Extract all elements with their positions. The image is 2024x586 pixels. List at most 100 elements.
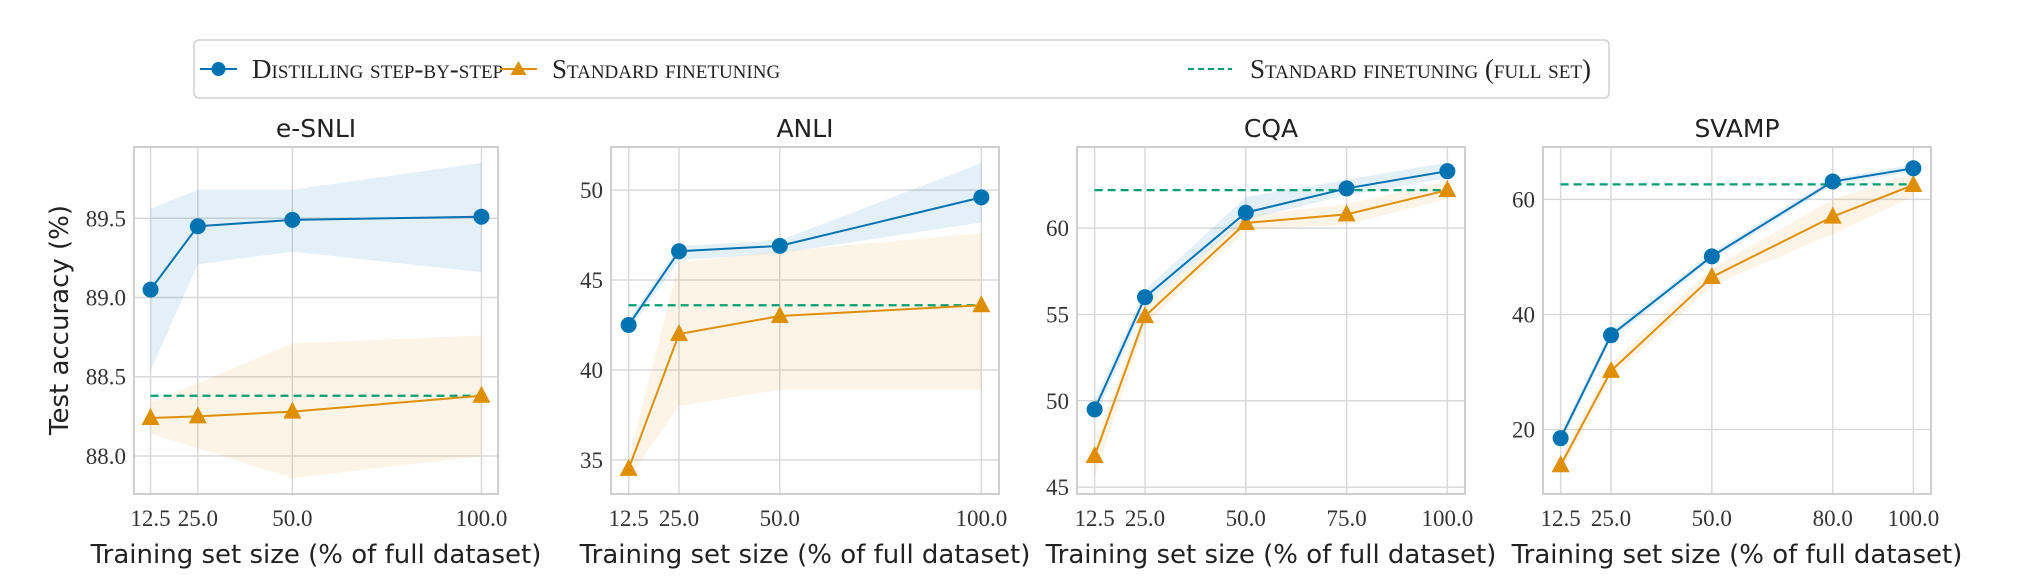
panel-title: e-SNLI: [276, 114, 356, 143]
y-axis-label: Test accuracy (%): [45, 205, 75, 436]
x-tick-label: 25.0: [178, 506, 218, 531]
data-point-triangle: [972, 295, 991, 313]
x-tick-label: 50.0: [1692, 506, 1732, 531]
x-tick-label: 50.0: [1226, 506, 1266, 531]
legend-marker-triangle: [510, 61, 527, 75]
x-tick-label: 50.0: [272, 506, 312, 531]
data-point-circle: [1603, 327, 1620, 344]
data-point-triangle: [1236, 212, 1255, 230]
data-point-triangle: [1551, 455, 1570, 473]
axes-frame: [1542, 146, 1932, 495]
y-tick-label: 60: [1512, 187, 1535, 212]
y-tick-label: 89.5: [86, 206, 126, 231]
series-line: [627, 304, 982, 470]
x-tick-label: 100.0: [456, 506, 508, 531]
legend-label-standard: Standard finetuning: [552, 54, 780, 84]
x-tick-label: 25.0: [1125, 506, 1165, 531]
data-point-circle: [1905, 160, 1922, 177]
confidence-band: [628, 233, 982, 478]
series-line: [627, 196, 982, 326]
data-point-triangle: [472, 385, 491, 403]
x-tick-label: 12.5: [1541, 506, 1581, 531]
plot-area: [1543, 147, 1931, 494]
data-point-triangle: [1337, 204, 1356, 222]
series-line: [150, 394, 482, 419]
data-point-triangle: [1702, 267, 1721, 285]
x-tick-label: 25.0: [1591, 506, 1631, 531]
y-tick-label: 55: [1046, 302, 1069, 327]
x-tick-label: 50.0: [760, 506, 800, 531]
y-tick-label: 40: [580, 358, 603, 383]
data-point-circle: [1439, 163, 1456, 180]
panel-title: SVAMP: [1694, 114, 1779, 143]
axes-frame: [133, 146, 499, 495]
confidence-band: [150, 335, 482, 479]
data-point-circle: [1703, 248, 1720, 265]
y-tick-label: 88.0: [86, 444, 126, 469]
data-point-triangle: [1904, 174, 1923, 192]
plot-area: [134, 147, 498, 494]
panel-svamp: 12.5 25.0 50.0 80.0 100.0 20 40 60 SVAMP Training…: [1511, 114, 1963, 570]
y-tick-label: 40: [1512, 302, 1535, 327]
data-point-triangle: [141, 407, 160, 425]
data-point-triangle: [283, 401, 302, 419]
legend: Distilling step-by-step Standard finetun…: [193, 39, 1610, 99]
legend-label-fullset: Standard finetuning (full set): [1250, 54, 1591, 84]
x-tick-label: 100.0: [1887, 506, 1939, 531]
confidence-band: [150, 162, 482, 371]
x-tick-label: 100.0: [1421, 506, 1473, 531]
panel-cqa: 12.5 25.0 50.0 75.0 100.0 45 50 55 60 CQA Training…: [1045, 114, 1497, 570]
panel-e-snli: 12.5 25.0 50.0 100.0 88.0 88.5 89.0 89.5 e-SNLI T…: [86, 114, 542, 570]
axes-frame: [610, 146, 1000, 495]
x-tick-label: 25.0: [659, 506, 699, 531]
data-point-circle: [1552, 430, 1569, 447]
series-line: [149, 215, 482, 291]
y-tick-label: 50: [580, 178, 603, 203]
data-point-triangle: [1602, 360, 1621, 378]
x-axis-label: Training set size (% of full dataset): [579, 540, 1031, 570]
panel-title: CQA: [1244, 114, 1298, 143]
confidence-band: [1560, 173, 1914, 473]
x-tick-label: 12.5: [1075, 506, 1115, 531]
x-axis-label: Training set size (% of full dataset): [90, 540, 542, 570]
data-point-circle: [189, 218, 206, 235]
data-point-circle: [142, 281, 159, 298]
data-point-triangle: [1136, 306, 1155, 324]
data-point-circle: [1137, 289, 1154, 306]
y-tick-label: 20: [1512, 418, 1535, 443]
x-axis-label: Training set size (% of full dataset): [1045, 540, 1497, 570]
data-point-circle: [973, 189, 990, 206]
legend-label-distill: Distilling step-by-step: [252, 54, 503, 84]
data-point-circle: [473, 208, 490, 225]
data-point-triangle: [670, 323, 689, 341]
panel-title: ANLI: [776, 114, 833, 143]
data-point-circle: [671, 243, 688, 260]
data-point-triangle: [619, 458, 638, 476]
plot-area: [611, 147, 999, 494]
x-axis-label: Training set size (% of full dataset): [1511, 540, 1963, 570]
x-tick-label: 12.5: [130, 506, 170, 531]
y-tick-label: 60: [1046, 216, 1069, 241]
axes-frame: [1076, 146, 1466, 495]
data-point-circle: [1086, 401, 1103, 418]
confidence-band: [628, 163, 982, 331]
data-point-circle: [620, 316, 637, 333]
panel-anli: 12.5 25.0 50.0 100.0 35 40 45 50 ANLI Training se…: [579, 114, 1031, 570]
y-tick-label: 88.5: [86, 365, 126, 390]
data-point-triangle: [1085, 446, 1104, 464]
y-tick-label: 45: [580, 268, 603, 293]
data-point-circle: [771, 237, 788, 254]
x-tick-label: 80.0: [1813, 506, 1853, 531]
y-tick-label: 89.0: [86, 286, 126, 311]
legend-frame: [193, 39, 1610, 99]
data-point-triangle: [188, 406, 207, 424]
y-tick-label: 35: [580, 448, 603, 473]
x-tick-label: 100.0: [955, 506, 1007, 531]
data-point-triangle: [1823, 206, 1842, 224]
x-tick-label: 12.5: [609, 506, 649, 531]
data-point-circle: [284, 211, 301, 228]
data-point-circle: [1824, 173, 1841, 190]
data-point-triangle: [1438, 180, 1457, 198]
legend-marker-circle: [211, 62, 226, 76]
